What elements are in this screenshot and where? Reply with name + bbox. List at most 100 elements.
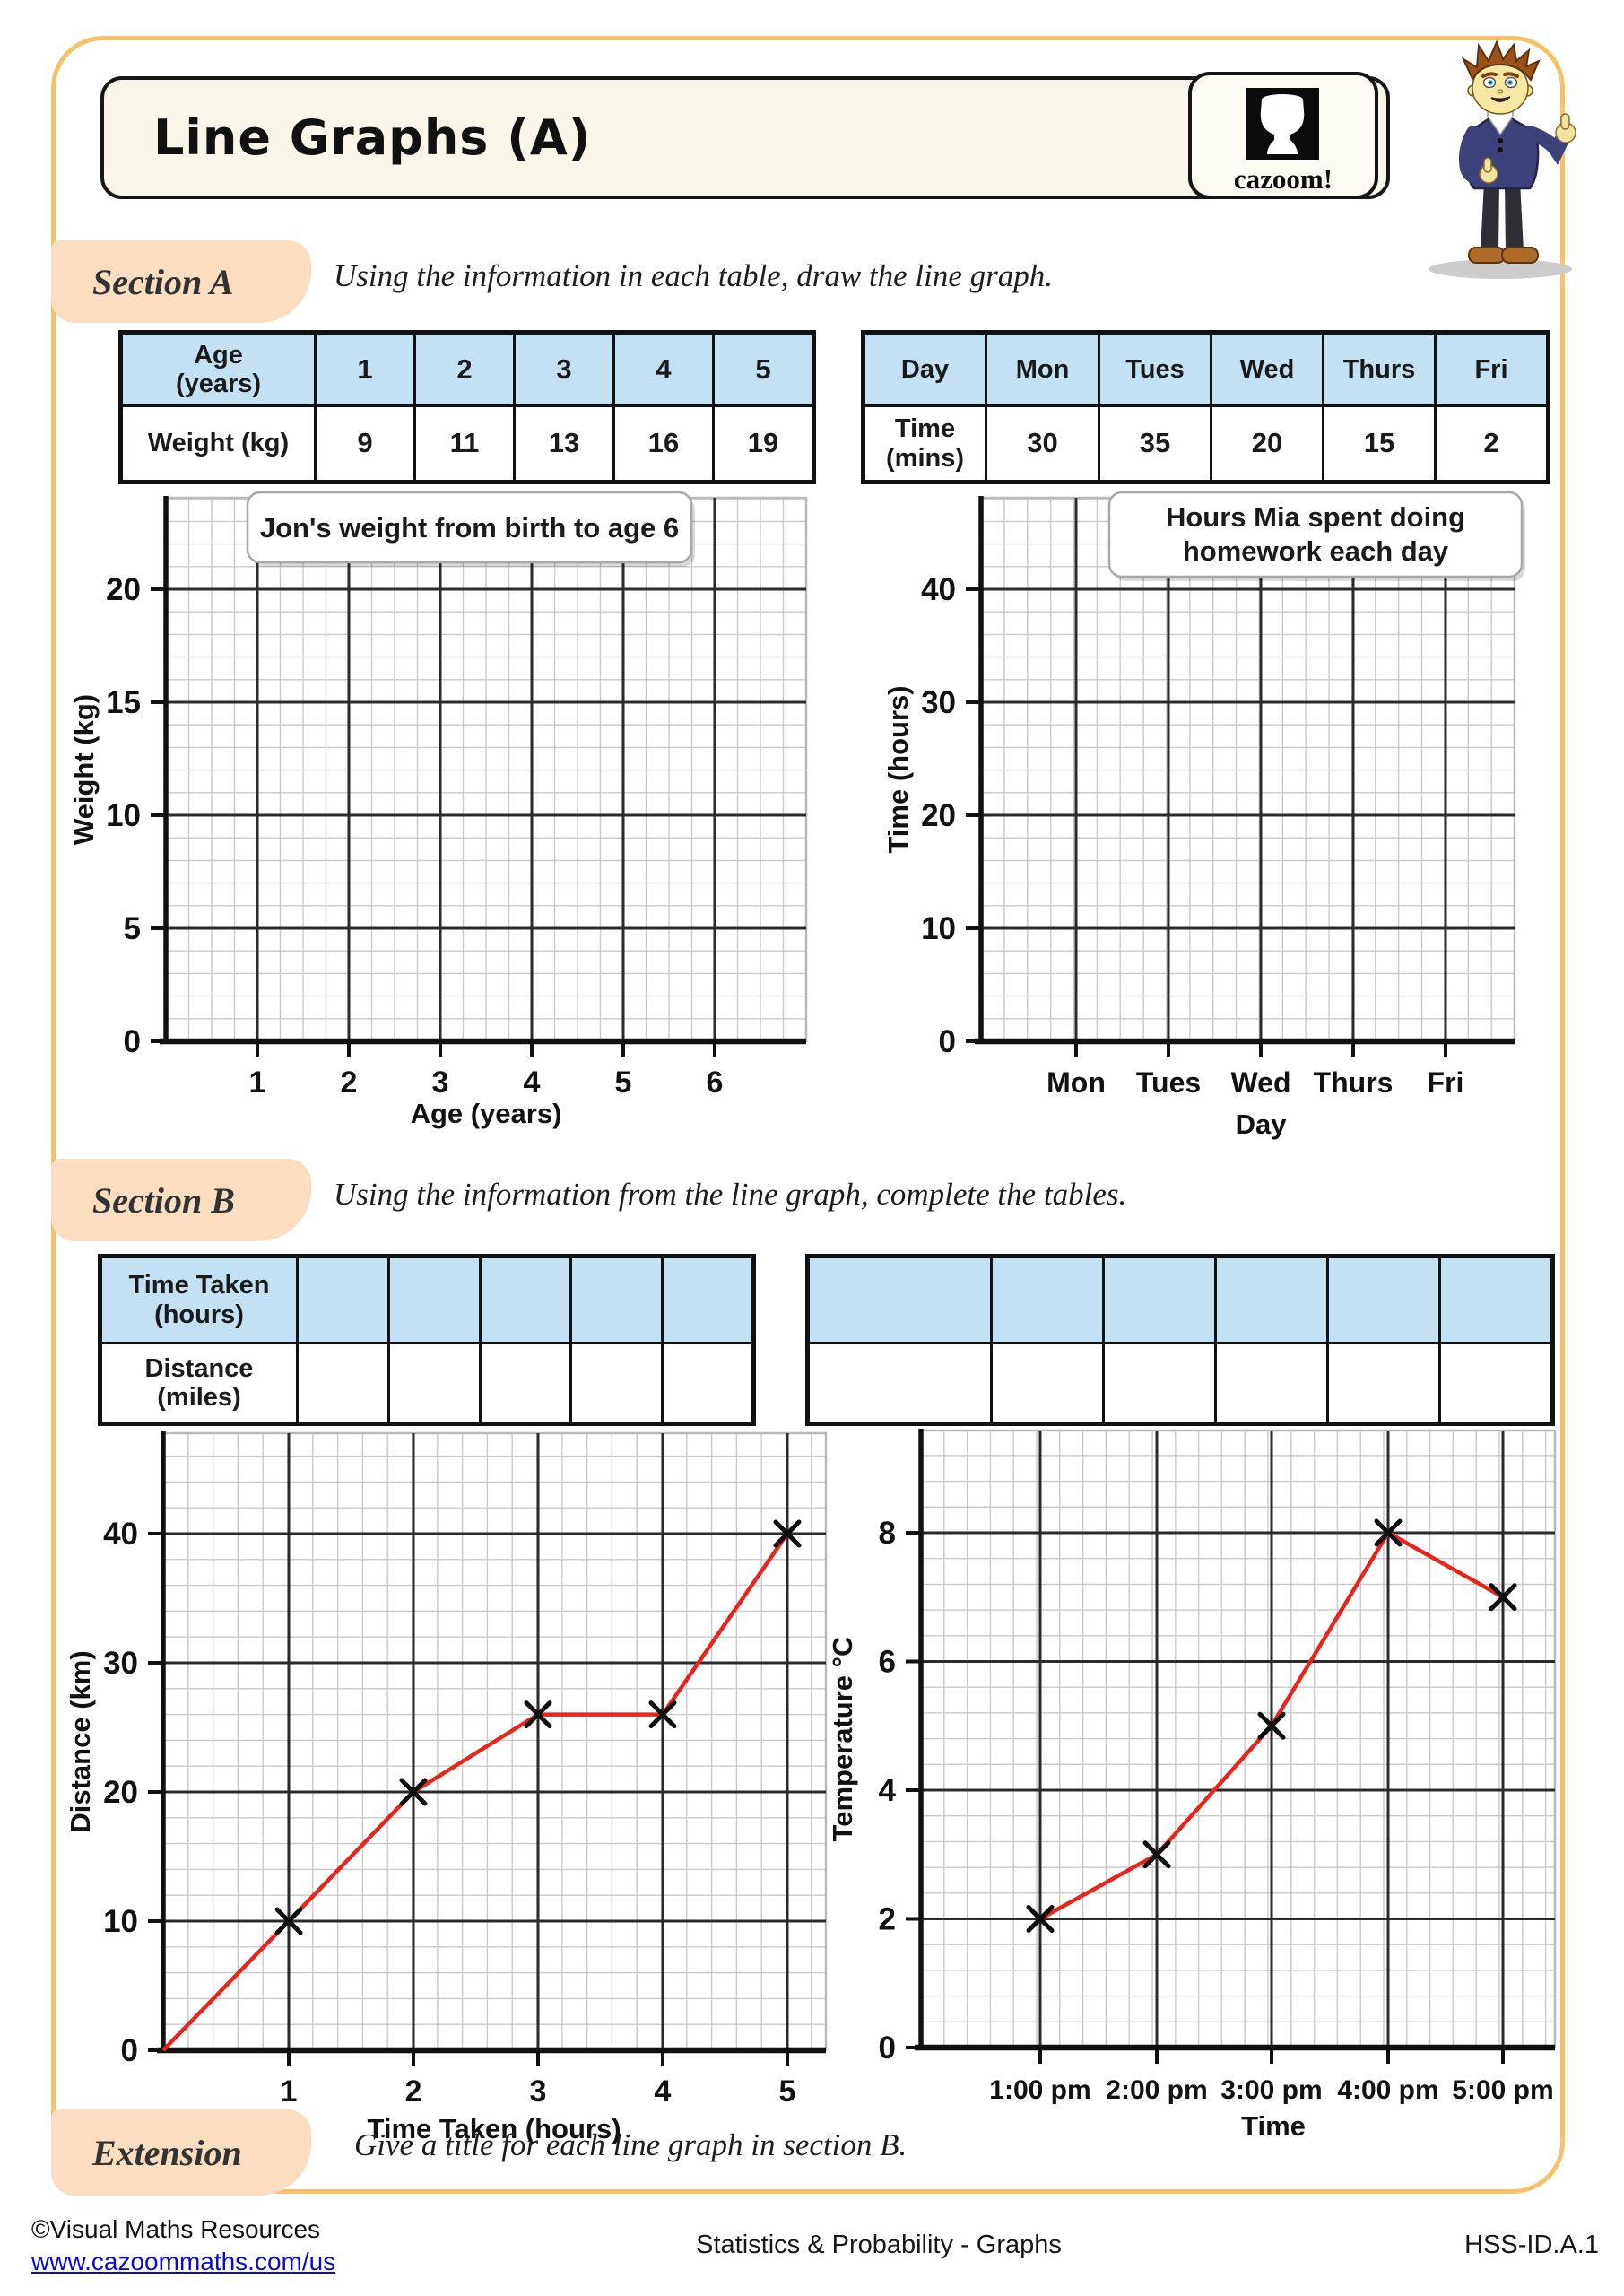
- table-header-cell: 4: [612, 331, 715, 407]
- table-cell: [1326, 1255, 1441, 1344]
- table-cell: [661, 1255, 755, 1344]
- svg-text:5: 5: [615, 1065, 632, 1100]
- table-cell: [479, 1342, 572, 1425]
- day-time-table: Day Mon Tues Wed Thurs Fri Time (mins) 3…: [861, 330, 1550, 484]
- student-character-illustration: [1429, 39, 1576, 279]
- table-header-cell: Day: [862, 331, 987, 407]
- hourglass-icon: [1246, 88, 1319, 160]
- table-cell: [990, 1255, 1105, 1344]
- svg-text:40: 40: [921, 572, 956, 607]
- svg-text:3: 3: [432, 1065, 449, 1100]
- table-cell: 20: [1210, 404, 1324, 483]
- svg-text:0: 0: [879, 2031, 896, 2066]
- svg-text:Time: Time: [1241, 2110, 1306, 2142]
- svg-text:2: 2: [405, 2074, 422, 2109]
- table-cell: [661, 1342, 755, 1425]
- svg-text:3:00 pm: 3:00 pm: [1220, 2075, 1322, 2105]
- table-header-cell: 3: [513, 331, 615, 407]
- blank-table: [805, 1254, 1555, 1426]
- table-header-cell: 5: [712, 331, 815, 407]
- svg-text:4:00 pm: 4:00 pm: [1337, 2075, 1438, 2105]
- jon-weight-chart: 0 5 10 15 20 1 2 3 4 5 6 Age (years) Weight (kg) Jon'…: [68, 491, 808, 1129]
- svg-text:10: 10: [921, 911, 956, 946]
- time-distance-table: Time Taken (hours) Distance (miles): [98, 1254, 756, 1426]
- svg-text:10: 10: [103, 1904, 138, 1939]
- worksheet-frame: [51, 36, 1565, 2194]
- table-header-cell: Fri: [1434, 331, 1550, 407]
- section-a-label: Section A: [51, 240, 311, 323]
- table-header-cell: Thurs: [1322, 331, 1437, 407]
- chart-title: Hours Mia spent doing: [1166, 501, 1465, 533]
- svg-text:2:00 pm: 2:00 pm: [1106, 2075, 1207, 2105]
- cazoom-logo-text: cazoom!: [1233, 163, 1333, 195]
- footer-topic: Statistics & Probability - Graphs: [696, 2231, 1062, 2259]
- svg-text:3: 3: [530, 2074, 547, 2109]
- table-cell: 16: [612, 404, 715, 483]
- svg-text:10: 10: [106, 798, 141, 833]
- cazoom-link[interactable]: www.cazoommaths.com/us: [31, 2247, 336, 2275]
- svg-text:30: 30: [921, 685, 956, 720]
- svg-text:5: 5: [124, 911, 141, 946]
- title-box: Line Graphs (A): [100, 76, 1390, 199]
- table-cell: [990, 1342, 1105, 1425]
- table-cell: [1438, 1255, 1554, 1344]
- svg-text:Wed: Wed: [1231, 1066, 1291, 1099]
- table-cell: [296, 1255, 390, 1344]
- svg-text:5:00 pm: 5:00 pm: [1452, 2075, 1553, 2105]
- table-cell: [1438, 1342, 1554, 1425]
- chart-title: Jon's weight from birth to age 6: [260, 512, 679, 544]
- table-header-cell: Wed: [1210, 331, 1324, 407]
- table-cell: 35: [1098, 404, 1212, 483]
- table-cell: 15: [1322, 404, 1437, 483]
- table-cell: Time (mins): [862, 404, 987, 483]
- footer-copyright: ©Visual Maths Resources www.cazoommaths.…: [31, 2215, 336, 2275]
- table-header-cell: Mon: [985, 331, 1100, 407]
- svg-text:0: 0: [939, 1024, 956, 1059]
- table-cell: [1214, 1255, 1329, 1344]
- svg-text:8: 8: [879, 1516, 896, 1551]
- section-b-instruction: Using the information from the line grap…: [334, 1177, 1127, 1212]
- svg-text:6: 6: [707, 1065, 724, 1100]
- table-cell: 11: [413, 404, 516, 483]
- table-cell: 2: [1434, 404, 1550, 483]
- table-header-cell: Age (years): [119, 331, 317, 407]
- svg-text:Age (years): Age (years): [411, 1098, 562, 1129]
- table-header-cell: Time Taken (hours): [99, 1255, 299, 1344]
- svg-text:20: 20: [103, 1775, 138, 1810]
- svg-text:2: 2: [879, 1902, 896, 1937]
- table-cell: 19: [712, 404, 815, 483]
- svg-text:5: 5: [779, 2074, 796, 2109]
- svg-text:30: 30: [103, 1646, 138, 1681]
- svg-text:Distance (km): Distance (km): [65, 1650, 96, 1832]
- svg-text:Time (hours): Time (hours): [882, 685, 914, 853]
- table-cell: [1326, 1342, 1441, 1425]
- table-cell: [1102, 1255, 1217, 1344]
- svg-text:Weight (kg): Weight (kg): [68, 694, 100, 845]
- svg-text:Tues: Tues: [1136, 1066, 1201, 1099]
- svg-text:Thurs: Thurs: [1314, 1066, 1394, 1099]
- svg-text:4: 4: [524, 1065, 541, 1100]
- svg-text:4: 4: [655, 2074, 672, 2109]
- page-title: Line Graphs (A): [153, 109, 592, 166]
- svg-text:1: 1: [249, 1065, 266, 1100]
- svg-text:Temperature °C: Temperature °C: [827, 1637, 858, 1842]
- cazoom-logo: cazoom!: [1188, 72, 1378, 199]
- chart-title: homework each day: [1183, 535, 1449, 567]
- section-a-instruction: Using the information in each table, dra…: [334, 258, 1054, 293]
- svg-text:4: 4: [879, 1773, 897, 1808]
- table-cell: Distance (miles): [99, 1342, 299, 1425]
- table-cell: [806, 1255, 993, 1344]
- table-cell: [569, 1255, 664, 1344]
- svg-text:1: 1: [281, 2074, 298, 2109]
- extension-label: Extension: [51, 2109, 311, 2196]
- table-header-cell: 2: [413, 331, 516, 407]
- svg-text:20: 20: [921, 798, 956, 833]
- extension-instruction: Give a title for each line graph in sect…: [354, 2127, 908, 2162]
- distance-time-chart: 0 10 20 30 40 1 2 3 4 5 Time Taken (hours) Distance…: [65, 1431, 828, 2144]
- table-cell: [569, 1342, 664, 1425]
- table-cell: 13: [513, 404, 615, 483]
- temperature-time-chart: 0 2 4 6 8 1:00 pm 2:00 pm 3:00 pm 4:00 pm 5:00 pm…: [827, 1429, 1557, 2142]
- svg-text:6: 6: [879, 1645, 896, 1680]
